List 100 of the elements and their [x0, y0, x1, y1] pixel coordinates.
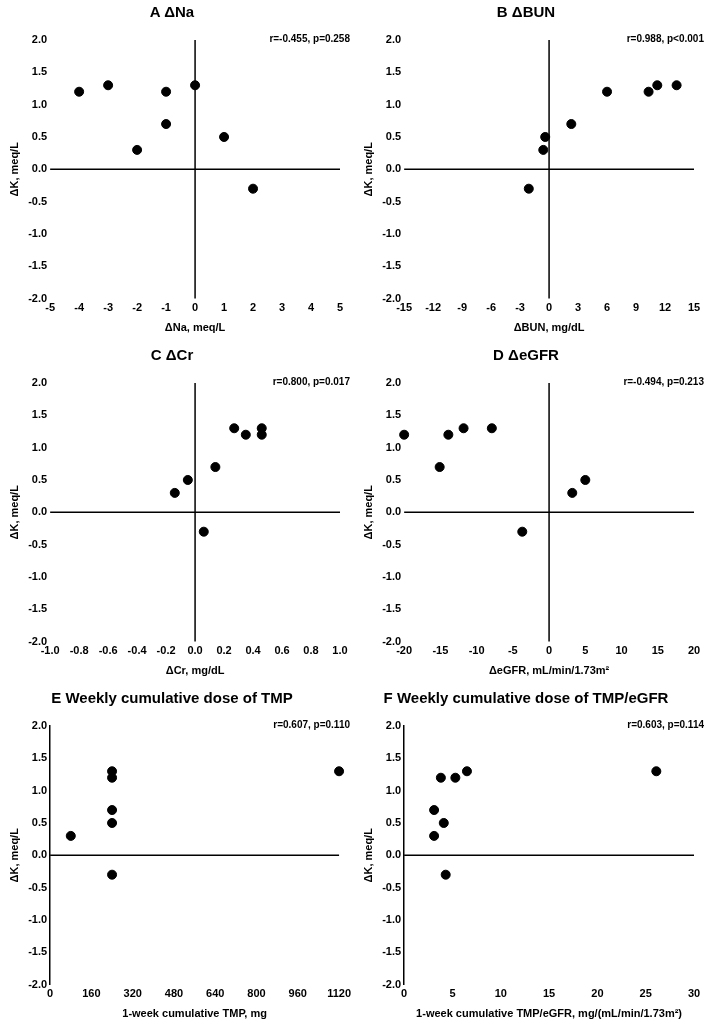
point [198, 526, 209, 537]
x-tick-label: -5 [507, 644, 518, 657]
y-tick-label: -0.5 [382, 537, 402, 550]
x-tick-label: 6 [603, 301, 611, 314]
x-tick-label: 320 [123, 987, 142, 1000]
x-tick-label: 30 [687, 987, 701, 1000]
point [161, 119, 172, 130]
point [486, 423, 497, 434]
y-tick-label: 1.0 [385, 440, 402, 453]
x-tick-label: 20 [687, 644, 701, 657]
x-tick-label: 3 [575, 301, 582, 314]
point [107, 817, 118, 828]
point [651, 766, 662, 777]
x-tick-label: 1120 [327, 987, 352, 1000]
x-axis-title: 1-week cumulative TMP/eGFR, mg/(mL/min/1.73m²) [416, 1007, 683, 1020]
y-tick-label: -0.5 [28, 194, 48, 207]
chart-title: E Weekly cumulative dose of TMP [51, 689, 293, 707]
y-tick-label: -0.5 [28, 880, 48, 893]
annotation: r=-0.455, p=0.258 [269, 32, 351, 44]
y-tick-label: 0.5 [385, 816, 402, 829]
point [438, 817, 449, 828]
point [219, 131, 230, 142]
y-tick-label: -1.5 [28, 602, 48, 615]
point [399, 429, 410, 440]
point [567, 487, 578, 498]
point [566, 119, 577, 130]
y-tick-label: 0.5 [31, 130, 48, 143]
chart-title: C ΔCr [150, 346, 194, 364]
y-tick-label: 2.0 [385, 33, 402, 46]
x-tick-label: 0 [546, 644, 553, 657]
y-tick-label: -1.0 [382, 226, 402, 239]
x-tick-label: 160 [82, 987, 101, 1000]
point [429, 805, 440, 816]
y-tick-label: 1.0 [31, 440, 48, 453]
x-tick-label: 4 [307, 301, 315, 314]
x-tick-label: -2 [132, 301, 142, 314]
x-tick-label: 0 [47, 987, 54, 1000]
y-tick-label: -0.5 [382, 194, 402, 207]
annotation: r=0.800, p=0.017 [272, 375, 351, 387]
x-tick-label: -20 [396, 644, 413, 657]
y-tick-label: -1.5 [28, 945, 48, 958]
point [210, 462, 221, 473]
x-tick-label: -0.4 [127, 644, 148, 657]
y-axis-title: ΔK, meq/L [7, 484, 20, 540]
x-tick-label: -0.2 [156, 644, 176, 657]
point [435, 772, 446, 783]
y-tick-label: -1.0 [382, 569, 402, 582]
point [429, 830, 440, 841]
x-tick-label: 5 [582, 644, 589, 657]
x-tick-label: 10 [615, 644, 628, 657]
y-tick-label: -2.0 [382, 977, 402, 990]
x-tick-label: -15 [396, 301, 413, 314]
point [602, 86, 613, 97]
x-tick-label: -10 [468, 644, 485, 657]
x-tick-label: -0.6 [98, 644, 118, 657]
chart-title: B ΔBUN [496, 3, 556, 21]
point [434, 462, 445, 473]
x-tick-label: 0.4 [245, 644, 262, 657]
point [334, 766, 345, 777]
x-tick-label: 20 [591, 987, 604, 1000]
chart-title: F Weekly cumulative dose of TMP/eGFR [383, 689, 669, 707]
x-tick-label: 10 [494, 987, 507, 1000]
y-tick-label: 1.0 [385, 783, 402, 796]
y-tick-label: 0.5 [31, 473, 48, 486]
point [458, 423, 469, 434]
x-tick-label: -12 [425, 301, 442, 314]
point [443, 429, 454, 440]
point [103, 80, 114, 91]
y-tick-label: -1.0 [28, 226, 48, 239]
x-tick-label: -3 [515, 301, 525, 314]
y-tick-label: -0.5 [28, 537, 48, 550]
x-axis-title: 1-week cumulative TMP, mg [122, 1007, 267, 1020]
y-tick-label: 0.0 [385, 848, 402, 861]
x-tick-label: -3 [103, 301, 114, 314]
y-tick-label: 0.5 [385, 473, 402, 486]
y-tick-label: 2.0 [31, 376, 48, 389]
y-tick-label: 0.0 [385, 505, 402, 518]
y-axis-title: ΔK, meq/L [361, 484, 374, 540]
y-tick-label: 0.0 [31, 162, 48, 175]
x-tick-label: 0.8 [303, 644, 319, 657]
x-tick-label: 1.0 [332, 644, 348, 657]
x-axis-title: ΔCr, mg/dL [165, 664, 225, 677]
x-tick-label: 15 [542, 987, 556, 1000]
x-tick-label: -1.0 [40, 644, 60, 657]
y-tick-label: -1.5 [382, 945, 402, 958]
y-tick-label: 1.5 [31, 751, 48, 764]
x-tick-label: 9 [632, 301, 640, 314]
point [671, 80, 682, 91]
y-tick-label: 0.0 [31, 848, 48, 861]
x-tick-label: 5 [449, 987, 456, 1000]
point [580, 474, 591, 485]
x-tick-label: -15 [432, 644, 449, 657]
x-tick-label: 0 [546, 301, 553, 314]
x-tick-label: 0 [192, 301, 199, 314]
y-tick-label: -1.5 [382, 602, 402, 615]
y-tick-label: 2.0 [31, 33, 48, 46]
x-tick-label: 0.0 [187, 644, 203, 657]
y-tick-label: -2.0 [28, 291, 48, 304]
x-tick-label: 15 [687, 301, 701, 314]
y-tick-label: -1.5 [28, 259, 48, 272]
